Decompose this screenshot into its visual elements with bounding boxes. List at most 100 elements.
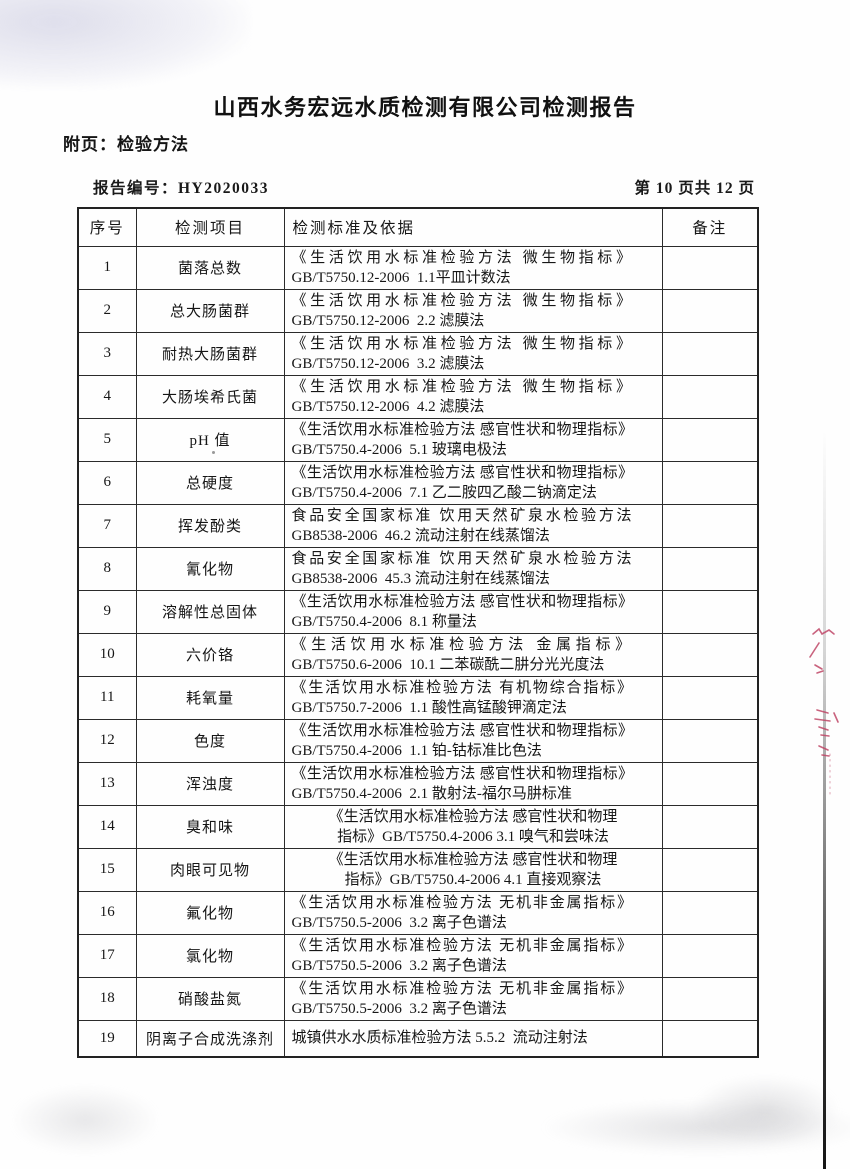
scan-edge-shadow-line	[823, 430, 826, 1169]
standard-cell: 《生活饮用水标准检验方法 金属指标》 GB/T5750.6-2006 10.1 …	[283, 632, 663, 677]
seq-cell: 16	[77, 890, 137, 935]
scan-smudge-bottom-right	[690, 1075, 840, 1145]
standard-line1: 《生活饮用水标准检验方法 微生物指标》	[291, 292, 635, 309]
table-row: 10 六价铬 《生活饮用水标准检验方法 金属指标》 GB/T5750.6-200…	[77, 632, 759, 677]
table-header-row: 序号 检测项目 检测标准及依据 备注	[77, 207, 759, 247]
standard-cell: 《生活饮用水标准检验方法 微生物指标》 GB/T5750.12-2006 2.2…	[283, 288, 663, 333]
seq-cell: 13	[77, 761, 137, 806]
remark-cell	[661, 288, 759, 333]
standard-cell: 《生活饮用水标准检验方法 感官性状和物理指标》 GB/T5750.4-2006 …	[283, 761, 663, 806]
standard-line1: 《生活饮用水标准检验方法 微生物指标》	[291, 378, 635, 395]
seq-cell: 10	[77, 632, 137, 677]
standard-cell: 《生活饮用水标准检验方法 微生物指标》 GB/T5750.12-2006 3.2…	[283, 331, 663, 376]
table-row: 19 阴离子合成洗涤剂 城镇供水水质标准检验方法 5.5.2 流动注射法	[77, 1019, 759, 1058]
standard-line1: 《生活饮用水标准检验方法 微生物指标》	[291, 249, 635, 266]
seq-cell: 15	[77, 847, 137, 892]
remark-cell	[661, 675, 759, 720]
remark-cell	[661, 718, 759, 763]
standard-line1: 《生活饮用水标准检验方法 感官性状和物理指标》	[291, 765, 634, 782]
standard-line1: 城镇供水水质标准检验方法 5.5.2 流动注射法	[291, 1030, 588, 1047]
item-cell: 肉眼可见物	[135, 847, 285, 892]
standard-cell: 食品安全国家标准 饮用天然矿泉水检验方法 GB8538-2006 45.3 流动…	[283, 546, 663, 591]
standard-line2: 指标》GB/T5750.4-2006 4.1 直接观察法	[344, 871, 602, 888]
header-cell-item: 检测项目	[135, 207, 285, 247]
standard-line1: 《生活饮用水标准检验方法 感官性状和物理指标》	[291, 464, 634, 481]
standard-line1: 《生活饮用水标准检验方法 无机非金属指标》	[291, 980, 634, 997]
page-subtitle: 附页：检验方法	[63, 135, 189, 154]
seq-cell: 14	[77, 804, 137, 849]
table-row: 14 臭和味 《生活饮用水标准检验方法 感官性状和物理 指标》GB/T5750.…	[77, 804, 759, 849]
standard-cell: 《生活饮用水标准检验方法 微生物指标》 GB/T5750.12-2006 1.1…	[283, 245, 663, 290]
item-cell: 大肠埃希氏菌	[135, 374, 285, 419]
item-cell: 浑浊度	[135, 761, 285, 806]
remark-cell	[661, 589, 759, 634]
standard-line2: GB/T5750.6-2006 10.1 二苯碳酰二肼分光光度法	[291, 656, 605, 673]
standard-cell: 《生活饮用水标准检验方法 有机物综合指标》 GB/T5750.7-2006 1.…	[283, 675, 663, 720]
seq-cell: 2	[77, 288, 137, 333]
seq-cell: 11	[77, 675, 137, 720]
seq-cell: 8	[77, 546, 137, 591]
standard-line2: GB/T5750.12-2006 3.2 滤膜法	[291, 355, 485, 372]
standard-line1: 《生活饮用水标准检验方法 感官性状和物理指标》	[291, 421, 634, 438]
remark-cell	[661, 1019, 759, 1058]
header-cell-remark: 备注	[661, 207, 759, 247]
standard-cell: 《生活饮用水标准检验方法 无机非金属指标》 GB/T5750.5-2006 3.…	[283, 933, 663, 978]
standard-cell: 《生活饮用水标准检验方法 感官性状和物理 指标》GB/T5750.4-2006 …	[283, 847, 663, 892]
standard-line1: 《生活饮用水标准检验方法 感官性状和物理指标》	[291, 593, 634, 610]
seq-cell: 1	[77, 245, 137, 290]
table-row: 11 耗氧量 《生活饮用水标准检验方法 有机物综合指标》 GB/T5750.7-…	[77, 675, 759, 720]
standard-line2: GB/T5750.4-2006 1.1 铂-钴标准比色法	[291, 742, 542, 759]
item-cell: 菌落总数	[135, 245, 285, 290]
standard-line2: GB/T5750.7-2006 1.1 酸性高锰酸钾滴定法	[291, 699, 567, 716]
standard-line2: GB8538-2006 46.2 流动注射在线蒸馏法	[291, 527, 550, 544]
table-row: 16 氟化物 《生活饮用水标准检验方法 无机非金属指标》 GB/T5750.5-…	[77, 890, 759, 935]
item-cell: 耗氧量	[135, 675, 285, 720]
item-cell: 氰化物	[135, 546, 285, 591]
standard-line2: GB/T5750.12-2006 1.1平皿计数法	[291, 269, 511, 286]
seq-cell: 5	[77, 417, 137, 462]
item-cell: 总硬度	[135, 460, 285, 505]
table-row: 9 溶解性总固体 《生活饮用水标准检验方法 感官性状和物理指标》 GB/T575…	[77, 589, 759, 634]
seq-cell: 19	[77, 1019, 137, 1058]
standard-line1: 《生活饮用水标准检验方法 无机非金属指标》	[291, 894, 634, 911]
item-cell: 氯化物	[135, 933, 285, 978]
report-number: 报告编号：HY2020033	[93, 180, 270, 197]
methods-table: 序号 检测项目 检测标准及依据 备注 1 菌落总数 《生活饮用水标准检验方法 微…	[77, 207, 759, 1058]
standard-line2: GB/T5750.5-2006 3.2 离子色谱法	[291, 1000, 507, 1017]
standard-cell: 《生活饮用水标准检验方法 感官性状和物理指标》 GB/T5750.4-2006 …	[283, 589, 663, 634]
standard-line2: GB8538-2006 45.3 流动注射在线蒸馏法	[291, 570, 550, 587]
standard-cell: 《生活饮用水标准检验方法 感官性状和物理指标》 GB/T5750.4-2006 …	[283, 718, 663, 763]
table-row: 3 耐热大肠菌群 《生活饮用水标准检验方法 微生物指标》 GB/T5750.12…	[77, 331, 759, 376]
standard-line2: GB/T5750.12-2006 4.2 滤膜法	[291, 398, 485, 415]
table-row: 7 挥发酚类 食品安全国家标准 饮用天然矿泉水检验方法 GB8538-2006 …	[77, 503, 759, 548]
table-row: 18 硝酸盐氮 《生活饮用水标准检验方法 无机非金属指标》 GB/T5750.5…	[77, 976, 759, 1021]
item-cell: 色度	[135, 718, 285, 763]
table-row: 13 浑浊度 《生活饮用水标准检验方法 感官性状和物理指标》 GB/T5750.…	[77, 761, 759, 806]
header-cell-seq: 序号	[77, 207, 137, 247]
remark-cell	[661, 417, 759, 462]
seq-cell: 17	[77, 933, 137, 978]
table-row: 1 菌落总数 《生活饮用水标准检验方法 微生物指标》 GB/T5750.12-2…	[77, 245, 759, 290]
standard-cell: 《生活饮用水标准检验方法 无机非金属指标》 GB/T5750.5-2006 3.…	[283, 890, 663, 935]
standard-cell: 食品安全国家标准 饮用天然矿泉水检验方法 GB8538-2006 46.2 流动…	[283, 503, 663, 548]
page-title: 山西水务宏远水质检测有限公司检测报告	[213, 95, 637, 120]
remark-cell	[661, 890, 759, 935]
seq-cell: 6	[77, 460, 137, 505]
item-cell: 硝酸盐氮	[135, 976, 285, 1021]
seq-cell: 12	[77, 718, 137, 763]
item-cell: 阴离子合成洗涤剂	[135, 1019, 285, 1058]
remark-cell	[661, 460, 759, 505]
seq-cell: 9	[77, 589, 137, 634]
standard-line1: 《生活饮用水标准检验方法 有机物综合指标》	[291, 679, 634, 696]
item-cell: pH 值	[135, 417, 285, 462]
remark-cell	[661, 761, 759, 806]
table-row: 2 总大肠菌群 《生活饮用水标准检验方法 微生物指标》 GB/T5750.12-…	[77, 288, 759, 333]
standard-line2: GB/T5750.5-2006 3.2 离子色谱法	[291, 914, 507, 931]
standard-line1: 《生活饮用水标准检验方法 感官性状和物理指标》	[291, 722, 634, 739]
standard-line2: 指标》GB/T5750.4-2006 3.1 嗅气和尝味法	[337, 828, 609, 845]
remark-cell	[661, 503, 759, 548]
standard-line2: GB/T5750.4-2006 2.1 散射法-福尔马肼标准	[291, 785, 572, 802]
table-row: 8 氰化物 食品安全国家标准 饮用天然矿泉水检验方法 GB8538-2006 4…	[77, 546, 759, 591]
standard-line1: 食品安全国家标准 饮用天然矿泉水检验方法	[291, 550, 635, 567]
